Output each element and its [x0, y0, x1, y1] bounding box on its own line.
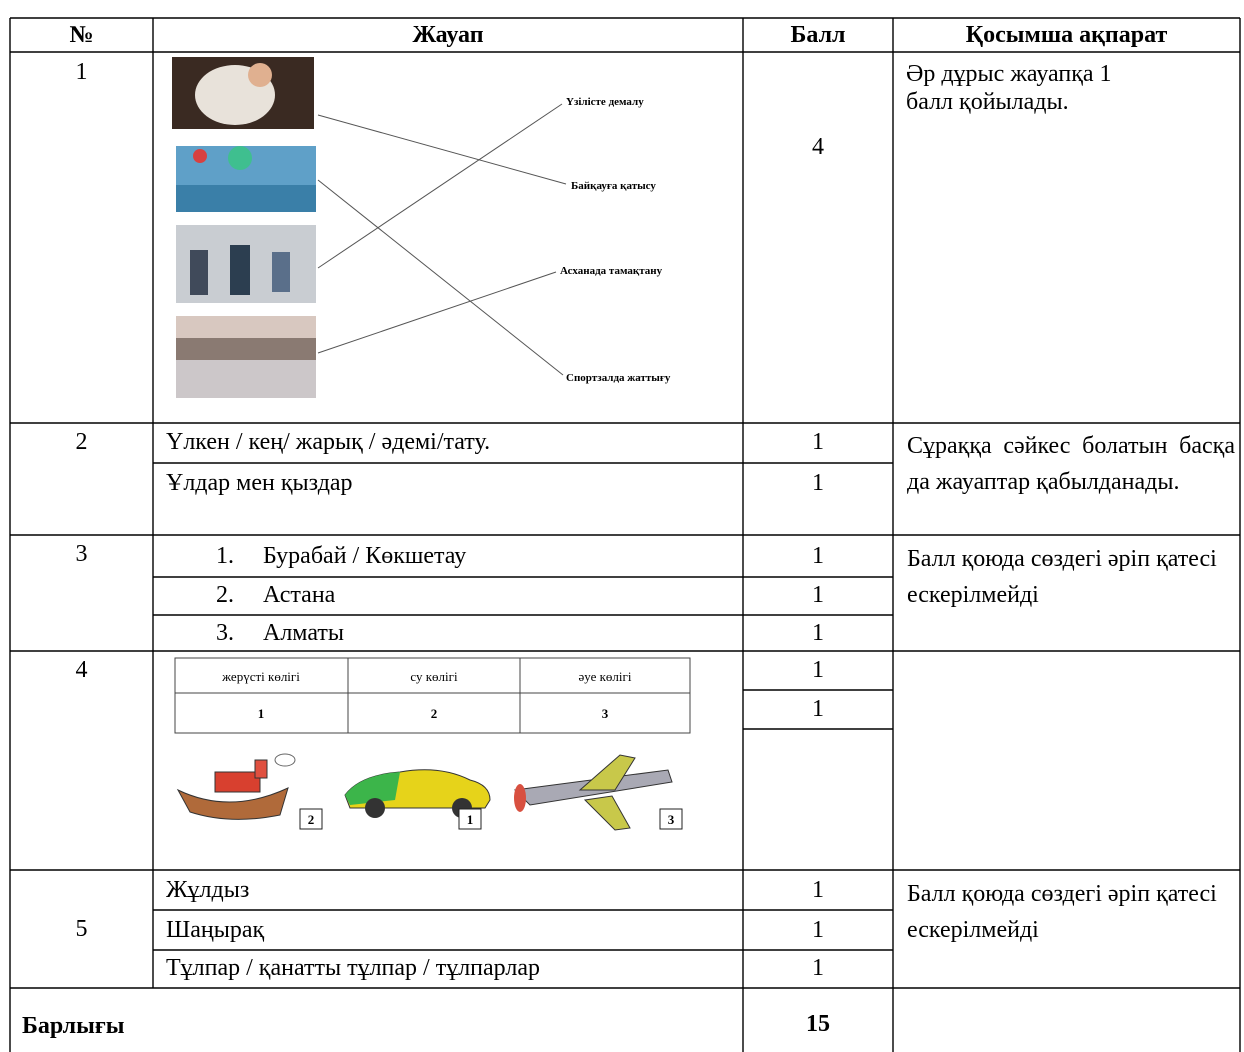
- header-cell: №: [69, 22, 94, 48]
- label-box: [458, 808, 482, 830]
- photo-detail: [176, 360, 316, 398]
- total-label: Барлығы: [22, 1013, 125, 1039]
- answer: Алматы: [263, 620, 344, 646]
- car-wheel: [365, 798, 385, 818]
- list-marker: 2.: [216, 582, 234, 608]
- points: 1: [812, 582, 824, 608]
- header-cell: Балл: [790, 22, 846, 48]
- points: 1: [812, 429, 824, 455]
- points: 4: [812, 134, 824, 160]
- photo-detail: [230, 245, 250, 295]
- connector: [317, 114, 567, 185]
- answer: Ұлдар мен қыздар: [166, 470, 353, 496]
- points: 1: [812, 877, 824, 903]
- total-points: 15: [806, 1011, 830, 1037]
- inner-cell: 2: [431, 706, 438, 721]
- boat: [176, 787, 289, 820]
- points: 1: [812, 917, 824, 943]
- points: 1: [812, 620, 824, 646]
- inner-header: су көлігі: [410, 669, 458, 684]
- car-stripe: [345, 772, 400, 805]
- boat-smoke: [274, 753, 296, 767]
- answer: Бурабай / Көкшетау: [263, 543, 467, 569]
- row-number: 5: [75, 916, 88, 942]
- matching-label: Байқауға қатысу: [571, 180, 656, 192]
- inner-header: жерүсті көлігі: [221, 669, 300, 684]
- label-box: [659, 808, 683, 830]
- answer: Тұлпар / қанатты тұлпар / тұлпарлар: [166, 955, 540, 981]
- picture-label: 3: [668, 812, 675, 827]
- note: Сұраққа сәйкес болатын басқа да жауаптар…: [907, 433, 1235, 495]
- row-number: 4: [75, 657, 88, 683]
- photo-detail: [190, 250, 208, 295]
- inner-header: әуе көлігі: [579, 669, 632, 684]
- note: Әр дұрыс жауапқа 1 балл қойылады.: [906, 61, 1112, 115]
- grid: [9, 17, 1241, 1052]
- note: Балл қоюда сөздегі әріп қатесі ескерілме…: [907, 881, 1217, 943]
- plane-wing: [583, 795, 631, 831]
- note: Балл қоюда сөздегі әріп қатесі ескерілме…: [907, 546, 1217, 608]
- header-cell: Қосымша ақпарат: [965, 22, 1168, 48]
- connector: [317, 271, 557, 354]
- row-number: 2: [75, 429, 88, 455]
- points: 1: [812, 470, 824, 496]
- picture-label: 1: [467, 812, 474, 827]
- matching-label: Спортзалда жаттығу: [566, 372, 671, 384]
- matching-label: Асханада тамақтану: [560, 265, 663, 277]
- list-marker: 1.: [216, 543, 234, 569]
- header-cell: Жауап: [412, 22, 484, 48]
- matching-picture: Үзілісте демалу Байқауға қатысу Асханада…: [172, 57, 671, 398]
- inner-cell: 1: [258, 706, 265, 721]
- photo-detail: [248, 63, 272, 87]
- photo-detail: [272, 252, 290, 292]
- points: 1: [812, 955, 824, 981]
- plane-propeller: [514, 784, 526, 812]
- connector: [317, 179, 564, 376]
- plane-wing: [578, 754, 636, 791]
- points: 1: [812, 696, 824, 722]
- photo-detail: [176, 185, 316, 212]
- row-number: 3: [75, 541, 88, 567]
- answer: Жұлдыз: [166, 877, 250, 903]
- photo-detail: [176, 316, 316, 338]
- answer: Үлкен / кең/ жарық / әдемі/тату.: [166, 429, 491, 455]
- points: 1: [812, 657, 824, 683]
- boat-cabin: [214, 771, 261, 793]
- boat-chimney: [254, 759, 268, 779]
- answer: Астана: [263, 582, 336, 608]
- matching-label: Үзілісте демалу: [566, 96, 644, 108]
- label-box: [299, 808, 323, 830]
- photo-detail: [228, 146, 252, 170]
- points: 1: [812, 543, 824, 569]
- answer: Шаңырақ: [166, 917, 265, 943]
- connectors: [317, 103, 567, 376]
- list-marker: 3.: [216, 620, 234, 646]
- row-number: 1: [75, 59, 88, 85]
- transport-picture: жерүсті көлігі су көлігі әуе көлігі 1 2 …: [174, 657, 691, 831]
- connector: [317, 103, 563, 269]
- photo-detail: [193, 149, 207, 163]
- inner-table: [174, 657, 691, 734]
- picture-label: 2: [308, 812, 315, 827]
- inner-cell: 3: [602, 706, 609, 721]
